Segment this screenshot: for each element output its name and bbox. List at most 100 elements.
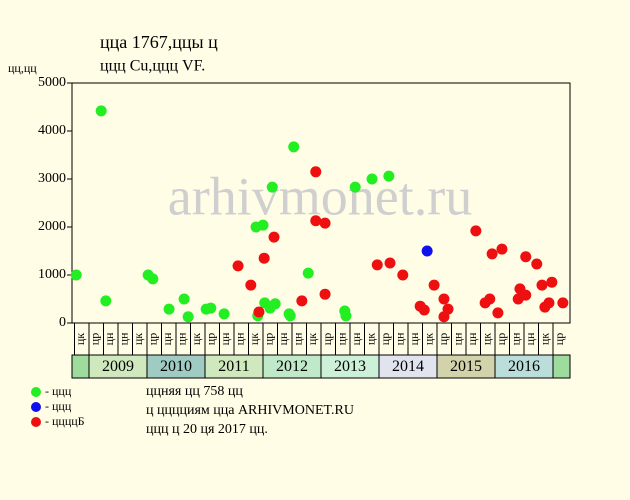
x-tick-label: цк	[305, 333, 319, 345]
x-tick-label: цн	[218, 332, 232, 345]
point	[418, 304, 430, 316]
point	[232, 260, 244, 272]
note: ццняя цц 758 цц	[146, 384, 243, 399]
point	[428, 279, 440, 291]
year-label: 2014	[392, 358, 424, 375]
x-tick-label: цк	[73, 333, 87, 345]
point	[296, 295, 308, 307]
legend-marker	[31, 417, 41, 427]
note: ццц ц 20 ця 2017 цц.	[146, 422, 268, 437]
x-tick-label: цн	[465, 332, 479, 345]
point	[520, 289, 532, 301]
x-tick-label: цк	[421, 333, 435, 345]
point	[70, 269, 82, 281]
x-tick-label: цр	[320, 333, 334, 345]
x-tick-label: цк	[537, 333, 551, 345]
point	[340, 310, 352, 322]
point	[266, 181, 278, 193]
x-tick-label: цн	[334, 332, 348, 345]
legend-marker	[31, 402, 41, 412]
point	[257, 219, 269, 231]
point	[366, 173, 378, 185]
y-tick-label: 5000	[38, 75, 66, 90]
legend-label: - ццц	[45, 399, 72, 413]
legend-marker	[31, 387, 41, 397]
point	[245, 279, 257, 291]
year-label: 2010	[160, 358, 192, 375]
point	[383, 170, 395, 182]
point	[310, 166, 322, 178]
legend-label: - ццццБ	[45, 414, 85, 428]
note: ц цццциям цца ARHIVMONET.RU	[146, 403, 354, 418]
point	[557, 297, 569, 309]
x-tick-label: цк	[189, 333, 203, 345]
point	[100, 295, 112, 307]
point	[470, 225, 482, 237]
point	[442, 303, 454, 315]
x-tick-label: цр	[146, 333, 160, 345]
year-label: 2011	[218, 358, 249, 375]
year-label: 2016	[508, 358, 540, 375]
x-tick-label: цн	[291, 332, 305, 345]
y-tick-label: 1000	[38, 267, 66, 282]
y-axis-label: цц,цц	[8, 61, 37, 75]
x-tick-label: цн	[117, 332, 131, 345]
point	[397, 269, 409, 281]
point	[371, 259, 383, 271]
x-tick-label: цн	[160, 332, 174, 345]
point	[258, 252, 270, 264]
y-tick-label: 2000	[38, 219, 66, 234]
point	[520, 251, 532, 263]
point	[182, 311, 194, 323]
y-tick-label: 0	[59, 315, 66, 330]
plot-frame	[71, 82, 571, 324]
x-tick-label: цн	[523, 332, 537, 345]
point	[319, 217, 331, 229]
x-tick-label: цн	[392, 332, 406, 345]
point	[163, 303, 175, 315]
x-tick-label: цр	[494, 333, 508, 345]
point	[349, 181, 361, 193]
point	[531, 258, 543, 270]
point	[147, 273, 159, 285]
x-tick-label: цр	[262, 333, 276, 345]
point	[268, 231, 280, 243]
x-tick-label: цн	[233, 332, 247, 345]
point	[484, 293, 496, 305]
point	[288, 141, 300, 153]
legend-label: - ццц	[45, 384, 72, 398]
point	[492, 307, 504, 319]
point	[486, 248, 498, 260]
chart-subtitle: ццц Cu,ццц VF.	[100, 58, 205, 75]
watermark: arhivmonet.ru	[168, 166, 472, 226]
point	[319, 288, 331, 300]
point	[546, 276, 558, 288]
x-tick-label: цр	[378, 333, 392, 345]
year-label: 2013	[334, 358, 366, 375]
x-tick-label: цн	[508, 332, 522, 345]
point	[438, 293, 450, 305]
point	[421, 245, 433, 257]
year-label: 2012	[276, 358, 308, 375]
y-tick-label: 3000	[38, 171, 66, 186]
point	[269, 298, 281, 310]
x-tick-label: цк	[479, 333, 493, 345]
x-tick-label: цн	[349, 332, 363, 345]
x-tick-label: цн	[102, 332, 116, 345]
y-tick-label: 4000	[38, 123, 66, 138]
x-tick-label: цн	[450, 332, 464, 345]
year-label: 2009	[102, 358, 134, 375]
point	[95, 105, 107, 117]
x-tick-label: цк	[131, 333, 145, 345]
point	[302, 267, 314, 279]
point	[205, 302, 217, 314]
point	[536, 279, 548, 291]
chart-title: ццa 1767,ццы ц	[100, 32, 218, 52]
point	[384, 257, 396, 269]
point	[284, 310, 296, 322]
x-tick-label: цн	[407, 332, 421, 345]
x-tick-label: цк	[247, 333, 261, 345]
point	[310, 215, 322, 227]
